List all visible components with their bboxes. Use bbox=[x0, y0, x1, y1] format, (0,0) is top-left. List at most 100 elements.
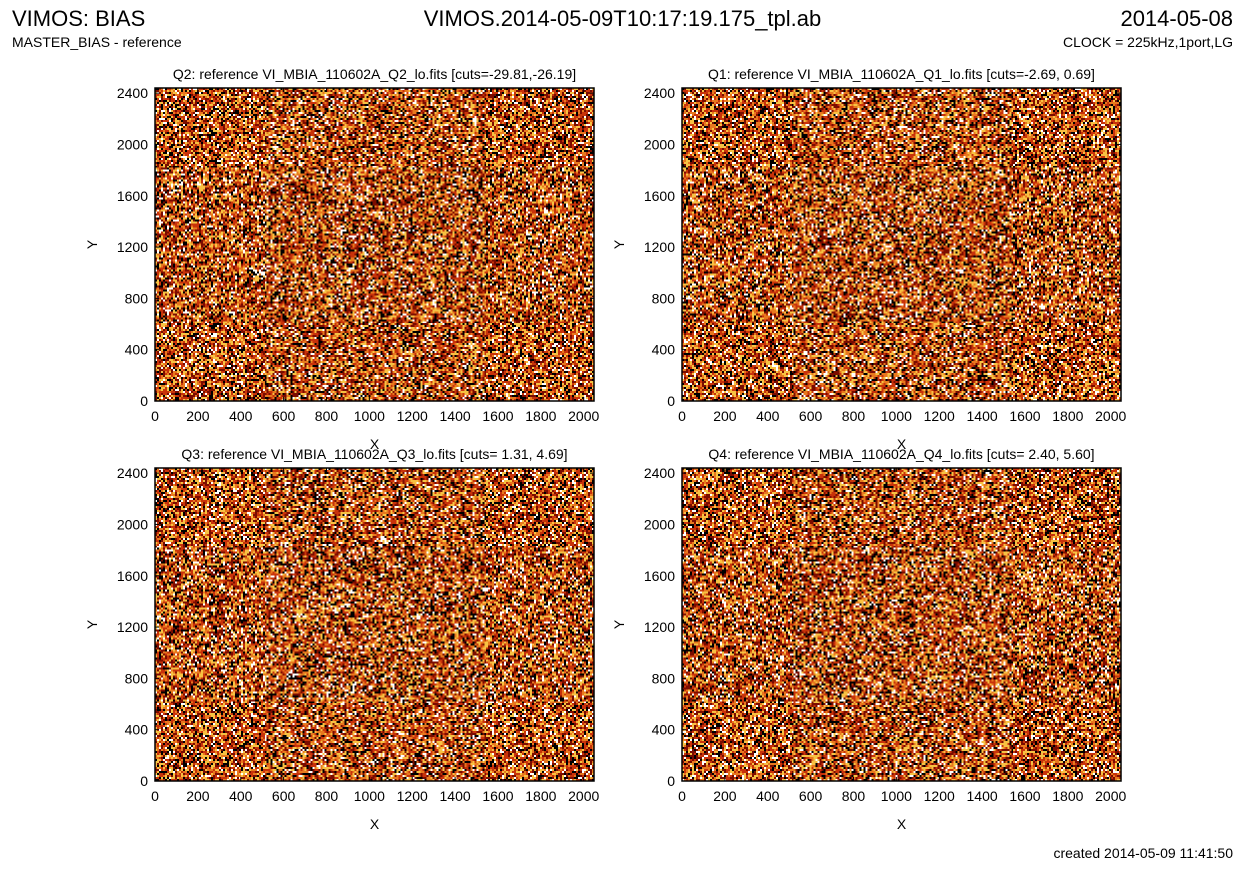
x-tick-label: 200 bbox=[713, 408, 737, 424]
x-tick-label: 1200 bbox=[397, 788, 428, 804]
panel-title: Q1: reference VI_MBIA_110602A_Q1_lo.fits… bbox=[708, 66, 1095, 82]
x-tick-label: 1600 bbox=[1009, 408, 1040, 424]
heatmap-image bbox=[682, 88, 1121, 401]
y-axis-label: Y bbox=[84, 619, 100, 629]
panel-title: Q2: reference VI_MBIA_110602A_Q2_lo.fits… bbox=[173, 66, 576, 82]
y-tick-label: 1600 bbox=[644, 568, 675, 584]
y-tick-label: 1200 bbox=[117, 619, 148, 635]
x-tick-label: 1000 bbox=[881, 788, 912, 804]
y-tick-label: 2400 bbox=[644, 85, 675, 101]
x-axis-label: X bbox=[897, 816, 907, 832]
y-tick-label: 1200 bbox=[644, 619, 675, 635]
x-tick-label: 200 bbox=[713, 788, 737, 804]
x-tick-label: 1000 bbox=[354, 788, 385, 804]
x-tick-label: 600 bbox=[272, 788, 296, 804]
y-tick-label: 2400 bbox=[117, 85, 148, 101]
y-tick-label: 0 bbox=[667, 393, 675, 409]
y-tick-label: 400 bbox=[125, 722, 149, 738]
x-tick-label: 0 bbox=[151, 408, 159, 424]
x-tick-label: 1200 bbox=[924, 408, 955, 424]
clock-setting: CLOCK = 225kHz,1port,LG bbox=[1062, 34, 1233, 50]
x-tick-label: 1800 bbox=[1052, 408, 1083, 424]
y-tick-label: 400 bbox=[652, 722, 676, 738]
quadrant-panel-3: Q3: reference VI_MBIA_110602A_Q3_lo.fits… bbox=[84, 446, 599, 832]
x-tick-label: 400 bbox=[229, 408, 253, 424]
x-tick-label: 600 bbox=[799, 788, 823, 804]
plot-frame bbox=[681, 467, 1122, 782]
x-tick-label: 1800 bbox=[525, 408, 556, 424]
y-axis-label: Y bbox=[84, 239, 100, 249]
x-axis-label: X bbox=[370, 436, 380, 452]
x-tick-label: 1200 bbox=[397, 408, 428, 424]
x-tick-label: 2000 bbox=[1095, 788, 1126, 804]
y-tick-label: 1600 bbox=[644, 188, 675, 204]
x-tick-label: 0 bbox=[678, 408, 686, 424]
x-tick-label: 1600 bbox=[1009, 788, 1040, 804]
plot-frame bbox=[154, 87, 595, 402]
heatmap-image bbox=[155, 468, 594, 781]
x-tick-label: 800 bbox=[315, 788, 339, 804]
y-axis-label: Y bbox=[611, 619, 627, 629]
y-tick-label: 2400 bbox=[117, 465, 148, 481]
x-tick-label: 1600 bbox=[482, 408, 513, 424]
report-subtitle: MASTER_BIAS - reference bbox=[12, 34, 182, 50]
x-tick-label: 1000 bbox=[354, 408, 385, 424]
x-tick-label: 600 bbox=[799, 408, 823, 424]
plot-frame bbox=[154, 467, 595, 782]
x-tick-label: 2000 bbox=[1095, 408, 1126, 424]
x-tick-label: 1800 bbox=[1052, 788, 1083, 804]
x-tick-label: 800 bbox=[315, 408, 339, 424]
y-tick-label: 2000 bbox=[644, 516, 675, 532]
heatmap-image bbox=[682, 468, 1121, 781]
y-tick-label: 1200 bbox=[644, 239, 675, 255]
x-tick-label: 600 bbox=[272, 408, 296, 424]
y-axis-label: Y bbox=[611, 239, 627, 249]
x-tick-label: 2000 bbox=[568, 408, 599, 424]
y-tick-label: 2400 bbox=[644, 465, 675, 481]
panel-title: Q4: reference VI_MBIA_110602A_Q4_lo.fits… bbox=[708, 446, 1094, 462]
x-axis-label: X bbox=[370, 816, 380, 832]
x-tick-label: 1400 bbox=[967, 788, 998, 804]
quadrant-panel-2: Q1: reference VI_MBIA_110602A_Q1_lo.fits… bbox=[611, 66, 1126, 452]
x-tick-label: 0 bbox=[151, 788, 159, 804]
created-timestamp: created 2014-05-09 11:41:50 bbox=[1053, 845, 1233, 861]
y-tick-label: 400 bbox=[652, 342, 676, 358]
report-title: VIMOS: BIAS bbox=[12, 6, 146, 31]
y-tick-label: 2000 bbox=[117, 516, 148, 532]
panel-title: Q3: reference VI_MBIA_110602A_Q3_lo.fits… bbox=[181, 446, 567, 462]
x-tick-label: 800 bbox=[842, 788, 866, 804]
y-tick-label: 0 bbox=[140, 773, 148, 789]
report-date: 2014-05-08 bbox=[1120, 6, 1233, 31]
x-tick-label: 1200 bbox=[924, 788, 955, 804]
heatmap-image bbox=[155, 88, 594, 401]
y-tick-label: 1600 bbox=[117, 188, 148, 204]
y-tick-label: 2000 bbox=[644, 136, 675, 152]
x-tick-label: 1400 bbox=[440, 788, 471, 804]
y-tick-label: 1600 bbox=[117, 568, 148, 584]
y-tick-label: 800 bbox=[125, 290, 149, 306]
plot-frame bbox=[681, 87, 1122, 402]
quadrant-panel-1: Q2: reference VI_MBIA_110602A_Q2_lo.fits… bbox=[84, 66, 599, 452]
x-tick-label: 200 bbox=[186, 408, 210, 424]
x-tick-label: 1000 bbox=[881, 408, 912, 424]
x-tick-label: 1400 bbox=[967, 408, 998, 424]
x-tick-label: 200 bbox=[186, 788, 210, 804]
x-tick-label: 1400 bbox=[440, 408, 471, 424]
x-tick-label: 800 bbox=[842, 408, 866, 424]
x-tick-label: 2000 bbox=[568, 788, 599, 804]
template-id-title: VIMOS.2014-05-09T10:17:19.175_tpl.ab bbox=[423, 6, 822, 31]
y-tick-label: 800 bbox=[652, 670, 676, 686]
x-tick-label: 0 bbox=[678, 788, 686, 804]
y-tick-label: 2000 bbox=[117, 136, 148, 152]
y-tick-label: 1200 bbox=[117, 239, 148, 255]
x-axis-label: X bbox=[897, 436, 907, 452]
x-tick-label: 400 bbox=[756, 788, 780, 804]
y-tick-label: 0 bbox=[667, 773, 675, 789]
y-tick-label: 800 bbox=[125, 670, 149, 686]
x-tick-label: 1600 bbox=[482, 788, 513, 804]
x-tick-label: 400 bbox=[756, 408, 780, 424]
x-tick-label: 1800 bbox=[525, 788, 556, 804]
y-tick-label: 800 bbox=[652, 290, 676, 306]
x-tick-label: 400 bbox=[229, 788, 253, 804]
